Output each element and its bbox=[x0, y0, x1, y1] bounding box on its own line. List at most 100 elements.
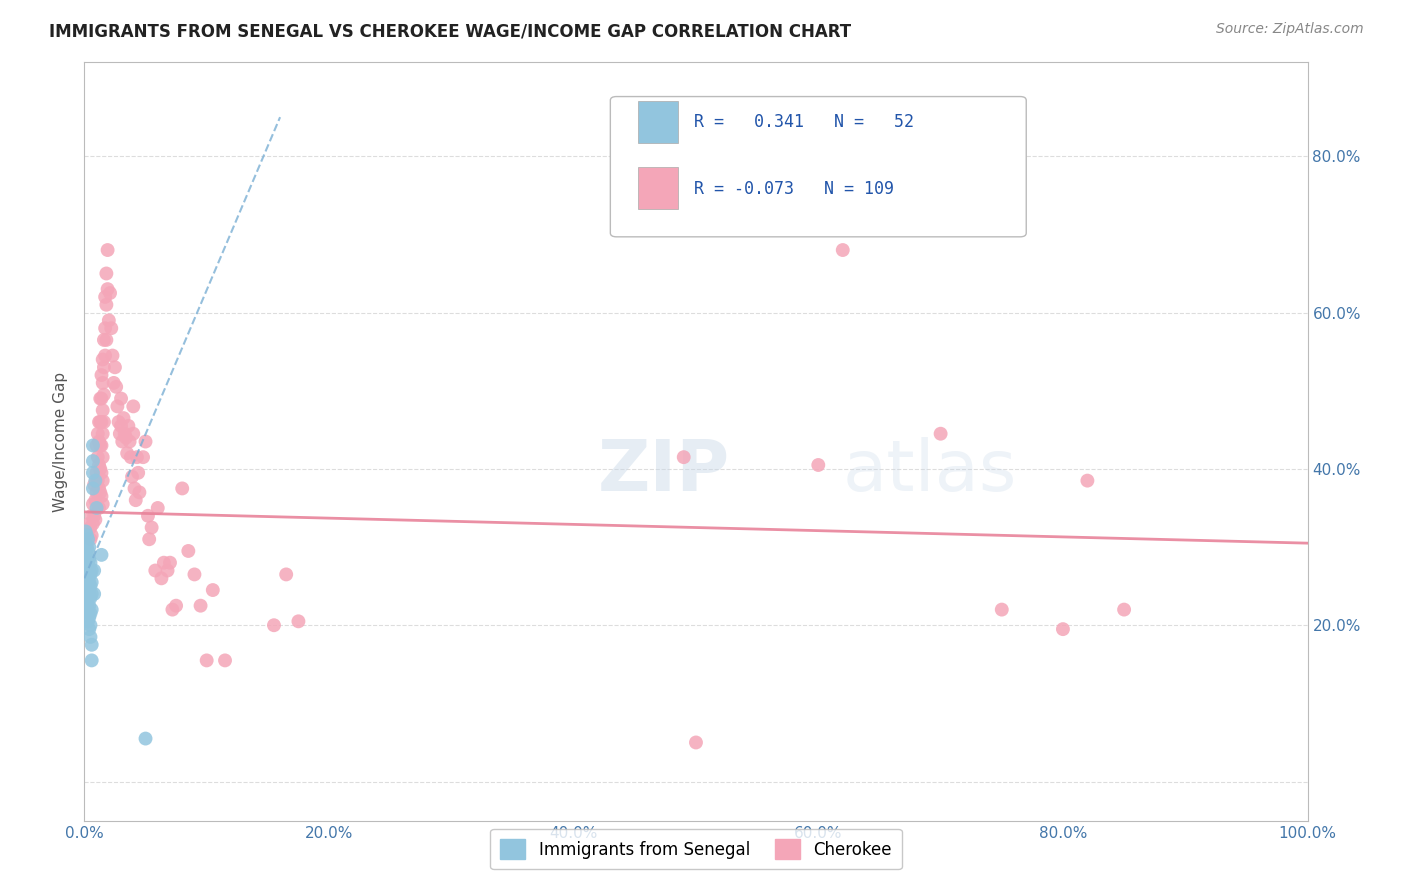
Point bbox=[79, 607, 101, 621]
Point bbox=[141, 520, 163, 534]
Point bbox=[79, 579, 101, 593]
Point bbox=[115, 431, 138, 445]
FancyBboxPatch shape bbox=[610, 96, 1026, 236]
Point bbox=[91, 352, 114, 367]
Point bbox=[1114, 602, 1136, 616]
Point bbox=[93, 415, 115, 429]
Point bbox=[110, 392, 132, 406]
Point bbox=[111, 434, 134, 449]
Point bbox=[83, 587, 105, 601]
Point bbox=[159, 556, 181, 570]
Point bbox=[77, 602, 100, 616]
Point bbox=[77, 579, 100, 593]
Point bbox=[101, 349, 124, 363]
Point bbox=[214, 653, 236, 667]
Text: ZIP: ZIP bbox=[598, 437, 730, 507]
Point bbox=[146, 500, 169, 515]
Point bbox=[991, 602, 1014, 616]
Point bbox=[75, 575, 97, 590]
Point bbox=[79, 591, 101, 605]
Point bbox=[87, 474, 110, 488]
Point bbox=[87, 500, 110, 515]
Point bbox=[91, 450, 114, 465]
Point bbox=[156, 564, 179, 578]
Point bbox=[77, 622, 100, 636]
Point bbox=[97, 313, 120, 327]
Point bbox=[165, 599, 187, 613]
Point bbox=[80, 653, 103, 667]
Point bbox=[195, 653, 218, 667]
Point bbox=[77, 564, 100, 578]
Point bbox=[87, 482, 110, 496]
Point bbox=[77, 587, 100, 601]
Point bbox=[87, 415, 110, 429]
Point bbox=[93, 360, 115, 375]
Point bbox=[87, 450, 110, 465]
Point bbox=[135, 731, 157, 746]
Point bbox=[79, 520, 101, 534]
Text: R = -0.073   N = 109: R = -0.073 N = 109 bbox=[693, 179, 894, 198]
Point bbox=[90, 368, 112, 383]
Point bbox=[153, 556, 176, 570]
Point bbox=[76, 540, 98, 554]
Point bbox=[89, 438, 111, 452]
Point bbox=[831, 243, 853, 257]
Point bbox=[143, 564, 166, 578]
Point bbox=[90, 466, 112, 480]
Point bbox=[86, 500, 108, 515]
Point bbox=[138, 533, 160, 547]
Point bbox=[103, 376, 125, 390]
Point bbox=[90, 415, 112, 429]
Point bbox=[91, 376, 114, 390]
Point bbox=[162, 602, 184, 616]
Point bbox=[94, 290, 117, 304]
Point bbox=[121, 469, 143, 483]
Point bbox=[77, 544, 100, 558]
Point bbox=[96, 298, 118, 312]
Point bbox=[89, 462, 111, 476]
Text: Source: ZipAtlas.com: Source: ZipAtlas.com bbox=[1216, 22, 1364, 37]
Point bbox=[807, 458, 830, 472]
Point bbox=[91, 497, 114, 511]
Point bbox=[87, 426, 110, 441]
Point bbox=[122, 426, 145, 441]
Point bbox=[83, 564, 105, 578]
Point bbox=[122, 400, 145, 414]
Point bbox=[80, 528, 103, 542]
Point bbox=[929, 426, 952, 441]
Point bbox=[124, 482, 146, 496]
Point bbox=[177, 544, 200, 558]
FancyBboxPatch shape bbox=[638, 168, 678, 209]
FancyBboxPatch shape bbox=[638, 101, 678, 143]
Point bbox=[76, 564, 98, 578]
Point bbox=[77, 516, 100, 531]
Point bbox=[82, 516, 104, 531]
Point bbox=[91, 426, 114, 441]
Point bbox=[100, 321, 122, 335]
Point bbox=[93, 333, 115, 347]
Point bbox=[183, 567, 205, 582]
Point bbox=[82, 454, 104, 468]
Point bbox=[79, 630, 101, 644]
Point bbox=[83, 508, 105, 523]
Point bbox=[1052, 622, 1074, 636]
Point bbox=[76, 599, 98, 613]
Point bbox=[86, 438, 108, 452]
Point bbox=[82, 466, 104, 480]
Point bbox=[112, 411, 135, 425]
Point bbox=[150, 571, 173, 585]
Point bbox=[77, 551, 100, 566]
Point bbox=[125, 450, 148, 465]
Point bbox=[114, 426, 136, 441]
Point bbox=[287, 615, 309, 629]
Point bbox=[77, 533, 100, 547]
Point bbox=[76, 587, 98, 601]
Point bbox=[89, 485, 111, 500]
Point bbox=[105, 400, 128, 414]
Point bbox=[86, 466, 108, 480]
Point bbox=[75, 524, 97, 539]
Point bbox=[77, 615, 100, 629]
Point bbox=[97, 243, 120, 257]
Text: IMMIGRANTS FROM SENEGAL VS CHEROKEE WAGE/INCOME GAP CORRELATION CHART: IMMIGRANTS FROM SENEGAL VS CHEROKEE WAGE… bbox=[49, 22, 852, 40]
Point bbox=[263, 618, 285, 632]
